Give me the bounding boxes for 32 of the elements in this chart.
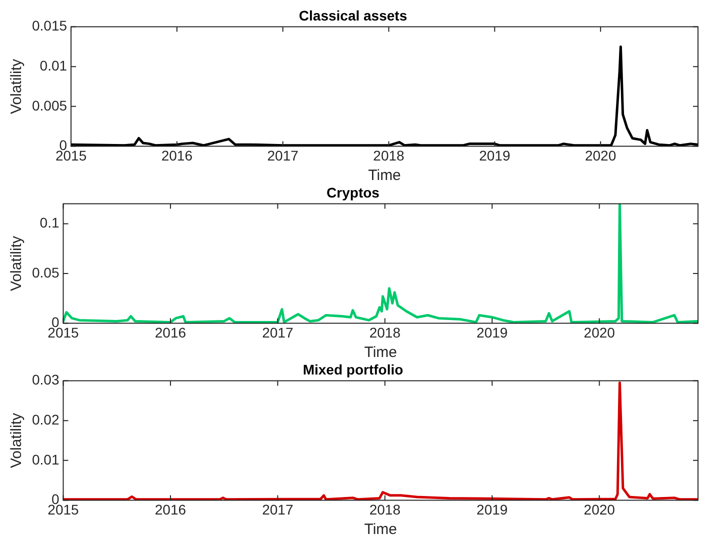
x-tick-label: 2019 <box>476 324 508 340</box>
chart-title: Cryptos <box>326 184 380 200</box>
x-axis-title: Time <box>364 521 398 538</box>
x-tick-label: 2020 <box>584 501 616 518</box>
x-tick-label: 2016 <box>154 324 186 340</box>
x-tick-label: 2020 <box>584 147 616 164</box>
y-tick-label: 0.005 <box>32 97 68 114</box>
y-axis-title: Volatility <box>8 412 26 468</box>
y-tick-label: 0.01 <box>32 451 60 468</box>
x-tick-label: 2019 <box>476 501 508 518</box>
y-tick-label: 0.03 <box>32 372 60 388</box>
x-axis-title: Time <box>368 167 401 184</box>
x-tick-label: 2020 <box>584 324 616 340</box>
y-tick-label: 0.02 <box>32 411 60 428</box>
x-tick-label: 2017 <box>262 324 294 340</box>
x-tick-label: 2017 <box>267 147 299 164</box>
chart-title: Mixed portfolio <box>302 361 404 378</box>
x-tick-label: 2018 <box>373 147 405 164</box>
x-tick-label: 2018 <box>369 324 401 340</box>
x-axis-title: Time <box>364 344 398 362</box>
x-tick-label: 2018 <box>369 501 401 518</box>
chart-title: Classical assets <box>298 7 408 24</box>
y-axis-title: Volatility <box>8 235 26 292</box>
x-tick-label: 2016 <box>161 147 193 164</box>
y-tick-label: 0.015 <box>32 18 68 34</box>
x-tick-label: 2019 <box>479 147 510 164</box>
y-tick-label: 0.05 <box>32 264 60 280</box>
y-tick-label: 0.1 <box>40 214 60 231</box>
y-axis-title: Volatility <box>8 58 26 114</box>
y-tick-label: 0.01 <box>40 57 68 74</box>
x-tick-label: 2016 <box>154 501 186 518</box>
x-tick-label: 2017 <box>262 501 294 518</box>
